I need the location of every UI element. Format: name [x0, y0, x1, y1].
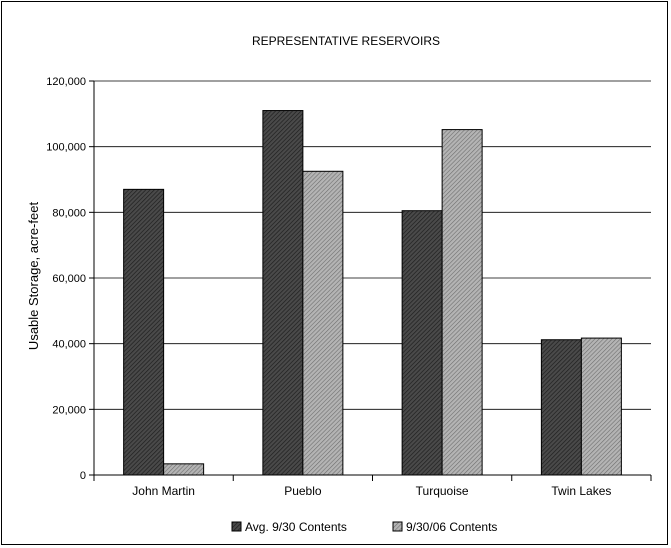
- x-tick-label: John Martin: [132, 484, 195, 498]
- chart-title: REPRESENTATIVE RESERVOIRS: [252, 34, 440, 48]
- y-tick-label: 80,000: [52, 207, 86, 219]
- plot-area: 0 20,000 40,000 60,000 80,000 100,000 120,000 J…: [46, 76, 652, 498]
- y-tick-label: 20,000: [52, 404, 86, 416]
- bar: [540, 339, 582, 476]
- y-tick-label: 120,000: [46, 76, 86, 88]
- bar: [262, 110, 304, 476]
- bar: [580, 337, 622, 476]
- legend-label: Avg. 9/30 Contents: [245, 520, 347, 534]
- y-tick-label: 100,000: [46, 142, 86, 154]
- bar: [123, 188, 165, 476]
- legend: Avg. 9/30 Contents 9/30/06 Contents: [231, 520, 497, 534]
- bar: [302, 170, 344, 476]
- bar: [401, 210, 443, 476]
- y-axis-title: Usable Storage, acre-feet: [26, 202, 41, 351]
- legend-swatch: [231, 521, 242, 532]
- x-tick-label: Twin Lakes: [551, 484, 611, 498]
- y-tick-label: 40,000: [52, 339, 86, 351]
- x-tick-label: Pueblo: [284, 484, 322, 498]
- bar: [441, 129, 483, 476]
- legend-swatch: [392, 521, 403, 532]
- y-tick-label: 0: [80, 470, 86, 482]
- bar: [163, 463, 205, 476]
- legend-label: 9/30/06 Contents: [406, 520, 497, 534]
- x-tick-label: Turquoise: [416, 484, 469, 498]
- y-tick-label: 60,000: [52, 273, 86, 285]
